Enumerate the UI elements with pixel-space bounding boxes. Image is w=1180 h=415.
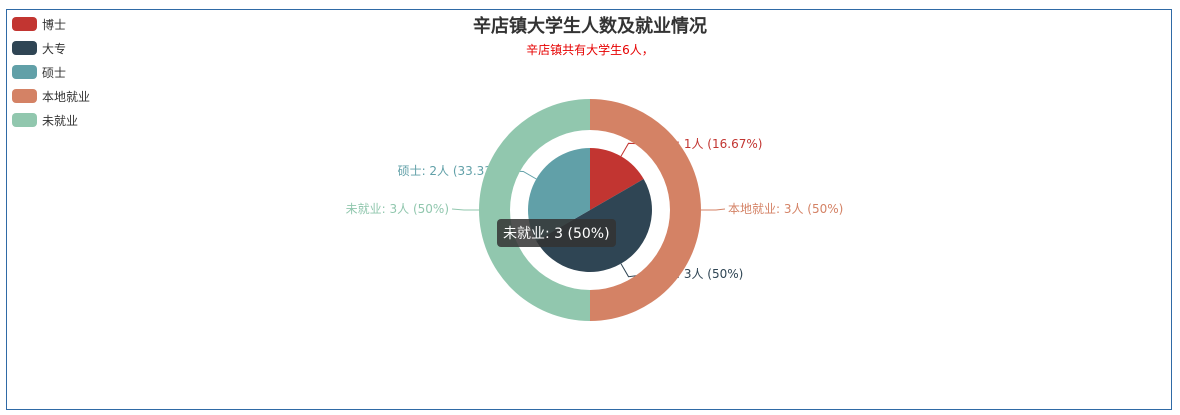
legend-swatch-dazhuan <box>12 41 37 55</box>
legend-swatch-local-employed <box>12 89 37 103</box>
data-label-unemployed: 未就业: 3人 (50%) <box>346 202 449 216</box>
data-label-local-employed: 本地就业: 3人 (50%) <box>728 202 843 216</box>
legend-item-boshi[interactable]: 博士 <box>12 12 90 36</box>
legend-item-local-employed[interactable]: 本地就业 <box>12 84 90 108</box>
legend-swatch-unemployed <box>12 113 37 127</box>
pie-slice-shuoshi <box>527 148 590 241</box>
chart-subtitle: 辛店镇共有大学生6人， <box>526 43 654 57</box>
legend-swatch-boshi <box>12 17 37 31</box>
legend-label-unemployed: 未就业 <box>42 113 79 128</box>
chart-tooltip: 未就业: 3 (50%) <box>497 219 616 247</box>
pie-slice-unemployed <box>479 99 590 321</box>
legend-item-unemployed[interactable]: 未就业 <box>12 108 90 132</box>
label-line-local-employed <box>701 208 726 211</box>
pie-slice-boshi <box>590 148 644 210</box>
legend: 博士 大专 硕士 本地就业 未就业 <box>12 12 90 132</box>
chart-title: 辛店镇大学生人数及就业情况 <box>473 16 707 37</box>
legend-item-shuoshi[interactable]: 硕士 <box>12 60 90 84</box>
data-label-shuoshi: 硕士: 2人 (33.33%) <box>398 164 508 178</box>
legend-label-boshi: 博士 <box>42 17 67 32</box>
legend-label-shuoshi: 硕士 <box>42 65 67 80</box>
chart-frame <box>6 9 1172 410</box>
label-line-unemployed <box>451 208 479 211</box>
pie-slice-local-employed <box>590 99 701 321</box>
legend-item-dazhuan[interactable]: 大专 <box>12 36 90 60</box>
legend-swatch-shuoshi <box>12 65 37 79</box>
legend-label-dazhuan: 大专 <box>42 41 67 56</box>
legend-label-local-employed: 本地就业 <box>42 89 91 104</box>
